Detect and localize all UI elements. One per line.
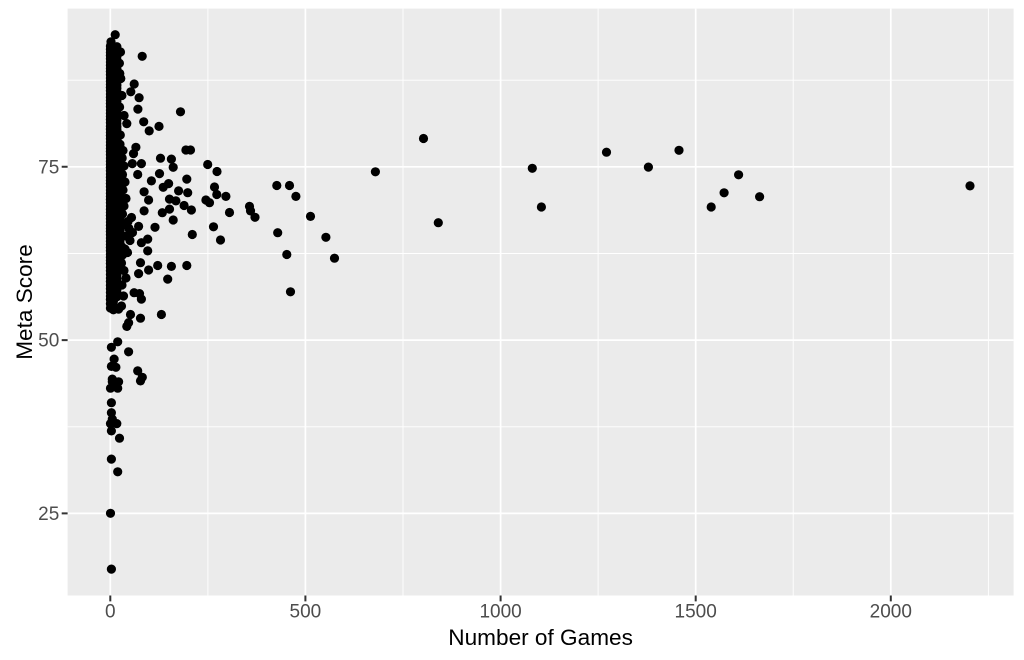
svg-text:25: 25 xyxy=(38,504,59,525)
svg-text:Meta Score: Meta Score xyxy=(12,244,37,360)
svg-text:2000: 2000 xyxy=(870,602,912,623)
svg-text:Number of Games: Number of Games xyxy=(448,625,633,650)
svg-text:75: 75 xyxy=(38,157,59,178)
svg-text:1000: 1000 xyxy=(479,602,521,623)
svg-text:1500: 1500 xyxy=(675,602,717,623)
svg-text:500: 500 xyxy=(290,602,322,623)
svg-text:0: 0 xyxy=(105,602,116,623)
svg-text:50: 50 xyxy=(38,331,59,352)
